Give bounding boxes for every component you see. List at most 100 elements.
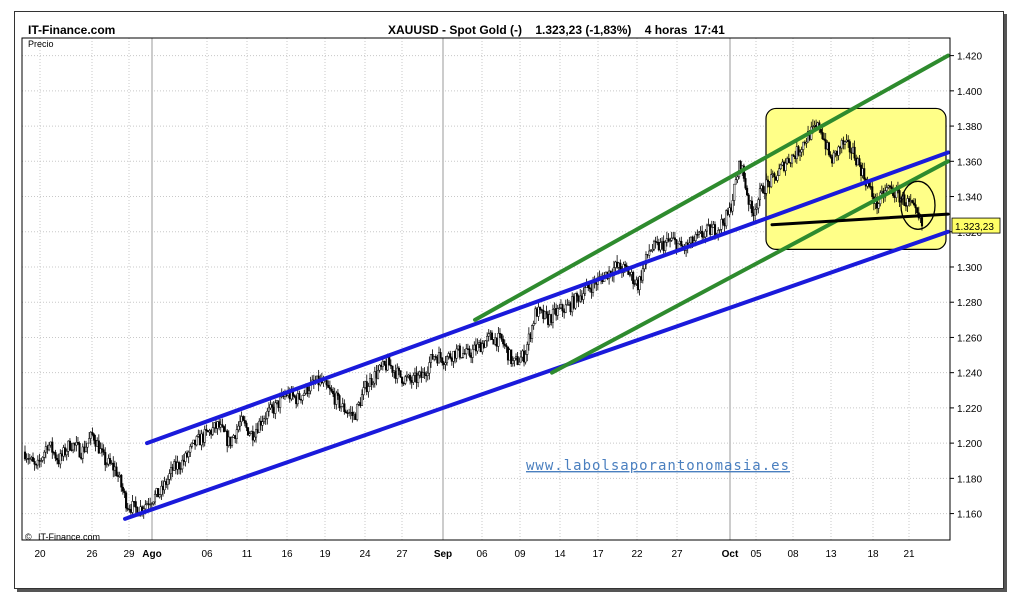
candle-body: [644, 254, 648, 265]
watermark-link[interactable]: www.labolsaporantonomasia.es: [526, 458, 790, 474]
candle-body: [800, 149, 803, 153]
candle-body: [734, 179, 737, 185]
candle: [157, 488, 160, 498]
candle-body: [376, 369, 380, 379]
candle-body: [903, 194, 906, 206]
candle-body: [428, 362, 431, 374]
candle-body: [274, 402, 277, 414]
candle: [558, 303, 561, 310]
candle: [798, 149, 802, 161]
candle-body: [582, 293, 585, 300]
candle-body: [502, 338, 505, 345]
candle: [401, 376, 404, 387]
candle-body: [877, 203, 880, 209]
candle-body: [298, 393, 301, 400]
candle: [486, 332, 489, 347]
candle: [823, 132, 826, 142]
candle: [54, 449, 57, 462]
candle-body: [340, 406, 343, 409]
candle: [412, 372, 415, 386]
candle-body: [633, 283, 636, 285]
candle-body: [230, 437, 234, 446]
candle-body: [68, 440, 71, 451]
candle-body: [153, 494, 157, 503]
candle-body: [673, 237, 676, 241]
candle-body: [243, 420, 246, 424]
candle-body: [524, 354, 527, 363]
candle-body: [104, 452, 107, 466]
candle: [397, 366, 400, 376]
x-tick-label: 29: [123, 549, 135, 560]
candle-body: [445, 356, 449, 364]
candle-body: [258, 420, 261, 433]
candle-body: [776, 175, 779, 181]
candle-body: [356, 404, 359, 420]
candle-body: [263, 418, 266, 422]
candle-body: [75, 442, 78, 446]
y-tick-label: 1.160: [957, 510, 982, 521]
candle: [338, 393, 341, 412]
candle-body: [731, 200, 734, 212]
candle: [78, 441, 81, 458]
candle-body: [92, 434, 96, 441]
candle-body: [378, 364, 381, 371]
candle: [168, 469, 171, 485]
candle-body: [770, 174, 773, 188]
candle: [100, 442, 104, 457]
candle-body: [405, 376, 408, 378]
candle: [458, 343, 461, 360]
candle: [203, 425, 206, 447]
candle-body: [293, 395, 296, 397]
candle-body: [168, 473, 171, 480]
candle-body: [778, 168, 781, 176]
candle: [652, 239, 656, 252]
candle-body: [389, 364, 392, 367]
candle: [153, 490, 157, 506]
candle: [89, 430, 92, 446]
candle-body: [221, 424, 224, 427]
candle-body: [449, 353, 452, 359]
candle: [125, 490, 128, 512]
candle-body: [762, 185, 765, 194]
candle: [43, 450, 46, 464]
candle-body: [540, 309, 543, 311]
candle-body: [912, 202, 916, 205]
candle-body: [100, 448, 104, 450]
candle-body: [914, 204, 917, 209]
candle-body: [121, 486, 124, 492]
candle: [765, 173, 768, 196]
candle: [221, 418, 224, 428]
x-tick-label: 22: [631, 549, 643, 560]
candle: [91, 427, 94, 437]
x-tick-label: 06: [476, 549, 488, 560]
candle: [628, 272, 632, 278]
candle-body: [328, 387, 331, 390]
candle: [701, 225, 704, 241]
candle-body: [827, 142, 830, 155]
candle: [409, 372, 412, 385]
candle: [746, 185, 749, 197]
candle-body: [718, 229, 721, 231]
candle-body: [518, 361, 521, 365]
candle: [351, 406, 354, 423]
candle: [821, 127, 824, 140]
candle: [131, 494, 134, 518]
candle-body: [246, 427, 250, 436]
candle-body: [787, 158, 790, 163]
candle: [465, 343, 468, 359]
candle-body: [641, 268, 644, 281]
candle: [670, 231, 673, 242]
candle-body: [401, 376, 404, 384]
candle-body: [123, 490, 126, 494]
y-tick-label: 1.360: [957, 157, 982, 168]
candle-body: [388, 357, 391, 366]
candle: [526, 341, 529, 362]
candle-body: [847, 139, 850, 142]
candle-body: [486, 336, 489, 342]
candle-body: [205, 429, 208, 431]
candle: [770, 168, 773, 189]
candle: [787, 153, 790, 164]
candle: [792, 153, 795, 158]
candle-body: [765, 179, 768, 194]
candle: [134, 496, 137, 514]
